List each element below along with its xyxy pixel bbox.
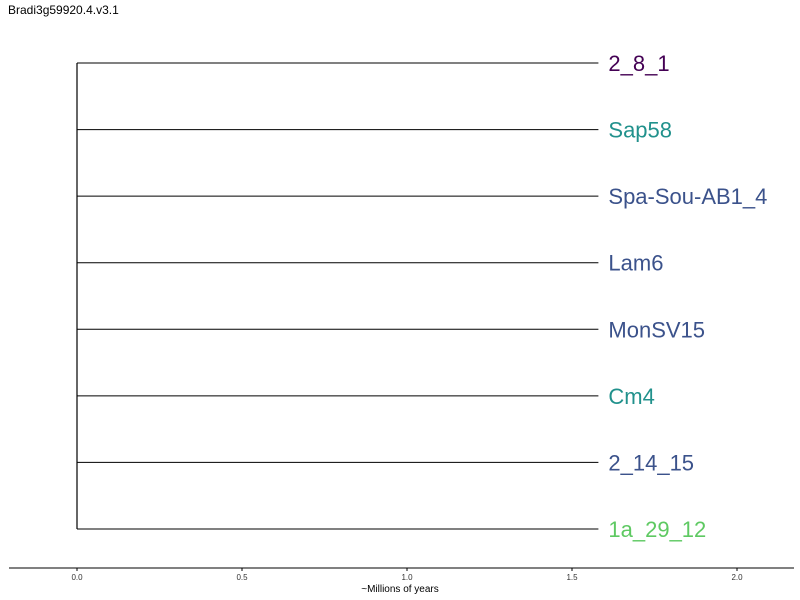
tip-label-MonSV15: MonSV15 [608,317,705,342]
x-tick-label: 0.0 [71,573,83,582]
chart-title: Bradi3g59920.4.v3.1 [8,3,119,17]
x-tick-label: 1.5 [566,573,578,582]
x-tick-label: 1.0 [401,573,413,582]
x-axis-title: ~Millions of years [361,584,439,595]
tip-label-Lam6: Lam6 [608,251,663,276]
tip-label-2_8_1: 2_8_1 [608,51,669,76]
x-tick-label: 2.0 [731,573,743,582]
tip-label-1a_29_12: 1a_29_12 [608,517,706,542]
tip-label-Sap58: Sap58 [608,118,672,143]
tip-label-2_14_15: 2_14_15 [608,450,694,475]
tip-label-Cm4: Cm4 [608,384,654,409]
tip-label-Spa-Sou-AB1_4: Spa-Sou-AB1_4 [608,184,767,209]
x-tick-label: 0.5 [236,573,248,582]
